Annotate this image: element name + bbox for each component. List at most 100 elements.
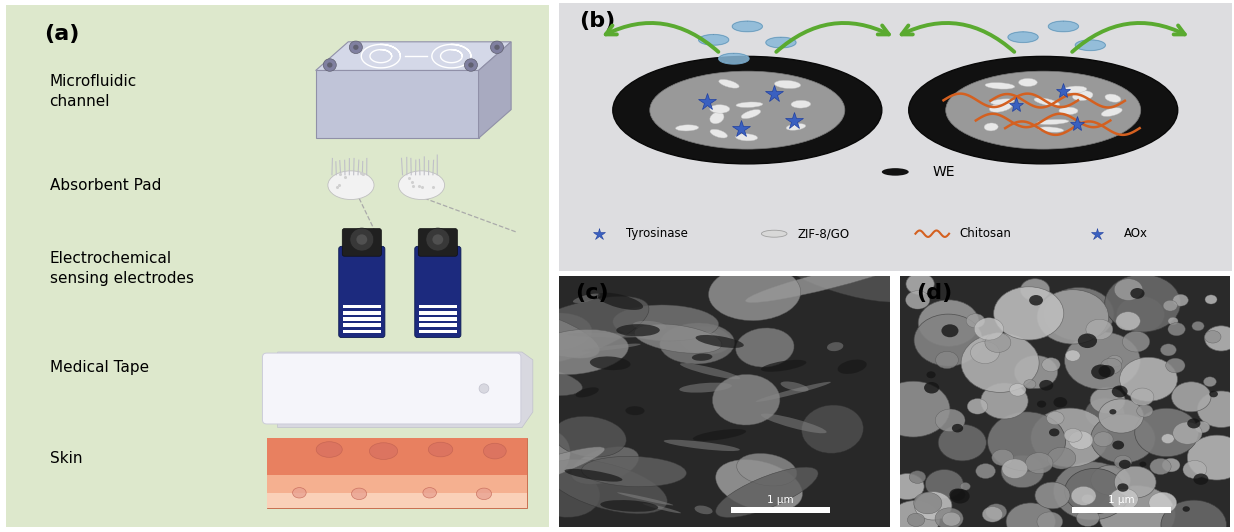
Circle shape xyxy=(1161,500,1227,532)
Circle shape xyxy=(975,318,1003,340)
Text: WE: WE xyxy=(932,165,955,179)
Ellipse shape xyxy=(718,79,739,88)
Circle shape xyxy=(1112,386,1128,397)
Ellipse shape xyxy=(791,101,811,108)
Ellipse shape xyxy=(1038,127,1064,132)
Ellipse shape xyxy=(1101,107,1122,117)
Circle shape xyxy=(1093,432,1113,447)
Circle shape xyxy=(890,501,940,532)
Ellipse shape xyxy=(510,429,570,483)
Ellipse shape xyxy=(1018,78,1038,86)
Circle shape xyxy=(1054,462,1130,520)
Circle shape xyxy=(1101,358,1122,374)
Circle shape xyxy=(464,59,478,71)
Circle shape xyxy=(1069,431,1093,450)
Circle shape xyxy=(950,489,970,503)
Ellipse shape xyxy=(827,342,843,351)
Ellipse shape xyxy=(696,335,744,348)
Ellipse shape xyxy=(613,305,718,341)
Text: (a): (a) xyxy=(44,23,79,44)
Text: (c): (c) xyxy=(575,283,610,303)
Polygon shape xyxy=(1075,40,1106,51)
Circle shape xyxy=(357,234,368,245)
Text: Skin: Skin xyxy=(49,452,83,467)
Text: (b): (b) xyxy=(579,11,616,31)
Ellipse shape xyxy=(985,82,1014,89)
Circle shape xyxy=(938,425,986,461)
Circle shape xyxy=(918,300,980,346)
Ellipse shape xyxy=(692,429,747,441)
FancyBboxPatch shape xyxy=(263,353,521,424)
Ellipse shape xyxy=(745,256,916,303)
Circle shape xyxy=(927,371,935,378)
Circle shape xyxy=(992,449,1013,466)
Circle shape xyxy=(1197,391,1234,428)
Circle shape xyxy=(1117,296,1165,332)
Ellipse shape xyxy=(590,356,631,370)
Circle shape xyxy=(1109,488,1138,510)
Circle shape xyxy=(943,512,960,526)
Ellipse shape xyxy=(428,442,453,457)
Circle shape xyxy=(1119,460,1130,469)
Circle shape xyxy=(479,384,489,393)
Circle shape xyxy=(1048,447,1076,469)
Circle shape xyxy=(1109,409,1117,414)
FancyBboxPatch shape xyxy=(536,0,1234,277)
Ellipse shape xyxy=(597,293,643,310)
Circle shape xyxy=(967,398,987,414)
Ellipse shape xyxy=(1072,91,1093,101)
Circle shape xyxy=(1135,408,1198,456)
Ellipse shape xyxy=(710,112,724,124)
Circle shape xyxy=(650,71,845,149)
Bar xyxy=(343,323,380,327)
Polygon shape xyxy=(1008,32,1038,43)
Ellipse shape xyxy=(423,487,437,498)
Circle shape xyxy=(1024,380,1035,389)
Ellipse shape xyxy=(581,456,686,487)
Circle shape xyxy=(906,273,934,295)
Circle shape xyxy=(490,41,503,54)
Ellipse shape xyxy=(633,321,666,331)
Ellipse shape xyxy=(582,344,640,352)
Circle shape xyxy=(961,333,1039,393)
Ellipse shape xyxy=(565,469,622,481)
Polygon shape xyxy=(316,71,479,138)
Ellipse shape xyxy=(716,467,818,518)
Ellipse shape xyxy=(882,168,908,176)
Ellipse shape xyxy=(985,123,998,131)
Polygon shape xyxy=(766,37,796,48)
Ellipse shape xyxy=(991,99,1014,104)
Bar xyxy=(420,317,457,321)
Circle shape xyxy=(986,504,1007,520)
Circle shape xyxy=(907,513,924,527)
Circle shape xyxy=(970,342,1000,363)
Ellipse shape xyxy=(1062,86,1087,93)
Ellipse shape xyxy=(775,249,912,302)
Circle shape xyxy=(914,314,982,366)
Polygon shape xyxy=(1049,21,1079,32)
Circle shape xyxy=(1204,326,1234,351)
Ellipse shape xyxy=(680,383,732,393)
Circle shape xyxy=(1187,418,1201,428)
Ellipse shape xyxy=(473,361,582,396)
Ellipse shape xyxy=(328,171,374,200)
Ellipse shape xyxy=(568,333,644,338)
Ellipse shape xyxy=(680,363,740,379)
Circle shape xyxy=(1167,317,1178,325)
Circle shape xyxy=(914,492,951,520)
Circle shape xyxy=(1130,388,1154,405)
Ellipse shape xyxy=(735,102,763,107)
Circle shape xyxy=(1006,503,1055,532)
Circle shape xyxy=(981,383,1028,419)
Circle shape xyxy=(924,382,939,394)
Circle shape xyxy=(1091,364,1111,379)
Ellipse shape xyxy=(600,500,658,512)
Ellipse shape xyxy=(292,487,306,498)
Ellipse shape xyxy=(571,447,639,484)
Circle shape xyxy=(1172,422,1202,444)
Circle shape xyxy=(951,424,964,433)
Circle shape xyxy=(1162,458,1180,472)
Circle shape xyxy=(1054,397,1067,408)
Circle shape xyxy=(1192,321,1204,331)
Polygon shape xyxy=(267,493,527,509)
